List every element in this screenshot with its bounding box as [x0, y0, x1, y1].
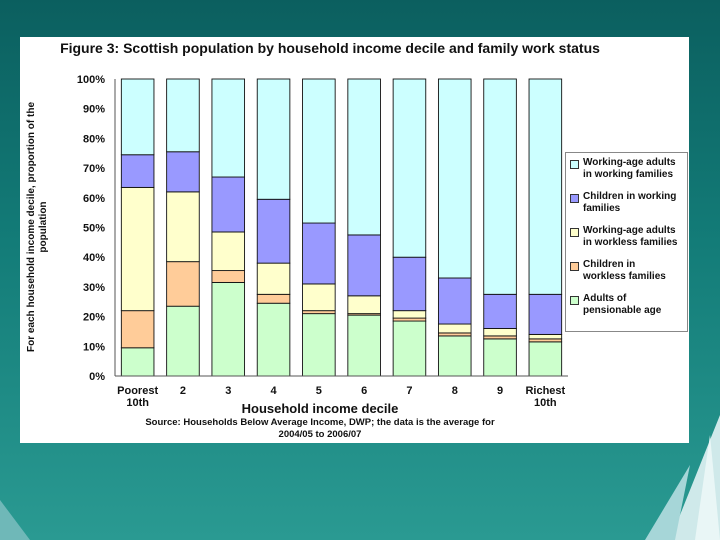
legend-label: Children in workless families: [583, 259, 666, 282]
bar-segment: [392, 256, 427, 312]
legend-swatch: [570, 194, 579, 203]
bar-segment: [120, 154, 155, 188]
bar-segment: [256, 198, 291, 264]
y-tick-label: 60%: [83, 193, 105, 205]
chart-panel: Figure 3: Scottish population by househo…: [20, 37, 689, 443]
source-note: Source: Households Below Average Income,…: [145, 417, 495, 440]
bar-segment: [528, 78, 563, 295]
bar-segment: [347, 234, 381, 297]
bar-segment: [347, 295, 381, 315]
legend-swatch: [570, 228, 579, 237]
bar-segment: [302, 283, 336, 312]
bar-segment: [166, 78, 200, 153]
x-tick-label: Richest 10th: [525, 385, 565, 409]
y-tick-label: 50%: [83, 223, 105, 235]
bar-segment: [347, 314, 381, 377]
bar-segment: [528, 341, 563, 377]
legend-item-pensionable-adults: Adults of pensionable age: [570, 293, 687, 327]
legend-swatch: [570, 296, 579, 305]
legend-item-children-working-families: Children in working families: [570, 191, 687, 225]
bar-segment: [483, 338, 517, 377]
bar-segment: [483, 293, 517, 329]
y-tick-label: 90%: [83, 104, 105, 116]
x-tick-label: 7: [406, 385, 412, 397]
bar-segment: [437, 335, 472, 377]
bar-segment: [256, 262, 291, 295]
legend-label: Children in working families: [583, 191, 677, 214]
y-tick-label: 0%: [89, 371, 105, 383]
x-tick-label: Poorest 10th: [117, 385, 158, 409]
bar-segment: [211, 231, 246, 272]
bar-segment: [302, 78, 336, 224]
y-tick-label: 40%: [83, 252, 105, 264]
x-axis-label: Household income decile: [241, 401, 399, 416]
x-tick-label: 5: [316, 385, 322, 397]
bar-segment: [256, 78, 291, 200]
bar-segment: [392, 310, 427, 319]
legend-item-working-adults-workless-families: Working-age adults in workless families: [570, 225, 687, 259]
ice-shard-decoration-left: [0, 500, 30, 540]
legend-item-children-workless-families: Children in workless families: [570, 259, 687, 293]
bar-segment: [528, 333, 563, 340]
stacked-bar-chart: 0% 10% 20% 30% 40% 50% 60% 70% 80% 90% 100% Poorest…: [77, 74, 568, 409]
bar-segment: [437, 78, 472, 279]
x-tick-label: 6: [361, 385, 367, 397]
ice-shard-decoration-right: [645, 415, 720, 540]
legend-label: Working-age adults in working families: [583, 157, 676, 180]
bar-segment: [302, 222, 336, 285]
bar-segment: [483, 328, 517, 337]
bar-segment: [392, 78, 427, 258]
legend-swatch: [570, 262, 579, 271]
x-tick-label: 4: [270, 385, 277, 397]
bar-segment: [302, 313, 336, 377]
bar-segment: [392, 320, 427, 377]
y-tick-label: 80%: [83, 133, 105, 145]
bar-segment: [166, 151, 200, 193]
y-tick-label: 20%: [83, 312, 105, 324]
bar-segment: [166, 191, 200, 263]
bar-segment: [211, 281, 246, 377]
bar-segment: [437, 323, 472, 334]
legend-label: Working-age adults in workless families: [583, 225, 678, 248]
bar-segment: [120, 78, 155, 156]
bar-segment: [256, 293, 291, 304]
bar-segment: [437, 277, 472, 325]
chart-legend: Working-age adults in working families C…: [565, 152, 688, 332]
legend-label: Adults of pensionable age: [583, 293, 662, 316]
y-tick-label: 100%: [77, 74, 105, 86]
bar-segment: [166, 261, 200, 307]
bar-segment: [528, 338, 563, 343]
bar-segment: [211, 270, 246, 283]
x-tick-label: 2: [180, 385, 186, 397]
bar-segment: [256, 302, 291, 377]
bar-segment: [528, 293, 563, 335]
bar-segment: [211, 176, 246, 233]
bar-segment: [120, 310, 155, 349]
x-tick-label: 8: [452, 385, 458, 397]
y-tick-label: 10%: [83, 341, 105, 353]
bar-segment: [166, 305, 200, 377]
legend-swatch: [570, 160, 579, 169]
y-tick-label: 70%: [83, 163, 105, 175]
bar-segment: [483, 78, 517, 295]
bar-segment: [120, 347, 155, 377]
legend-item-working-adults-working-families: Working-age adults in working families: [570, 157, 687, 191]
y-tick-label: 30%: [83, 282, 105, 294]
bar-segment: [347, 78, 381, 236]
bar-segment: [437, 332, 472, 337]
x-tick-label: 9: [497, 385, 503, 397]
x-tick-label: 3: [225, 385, 231, 397]
bar-segment: [120, 186, 155, 312]
chart-title: Figure 3: Scottish population by househo…: [60, 40, 600, 56]
bar-segment: [211, 78, 246, 178]
